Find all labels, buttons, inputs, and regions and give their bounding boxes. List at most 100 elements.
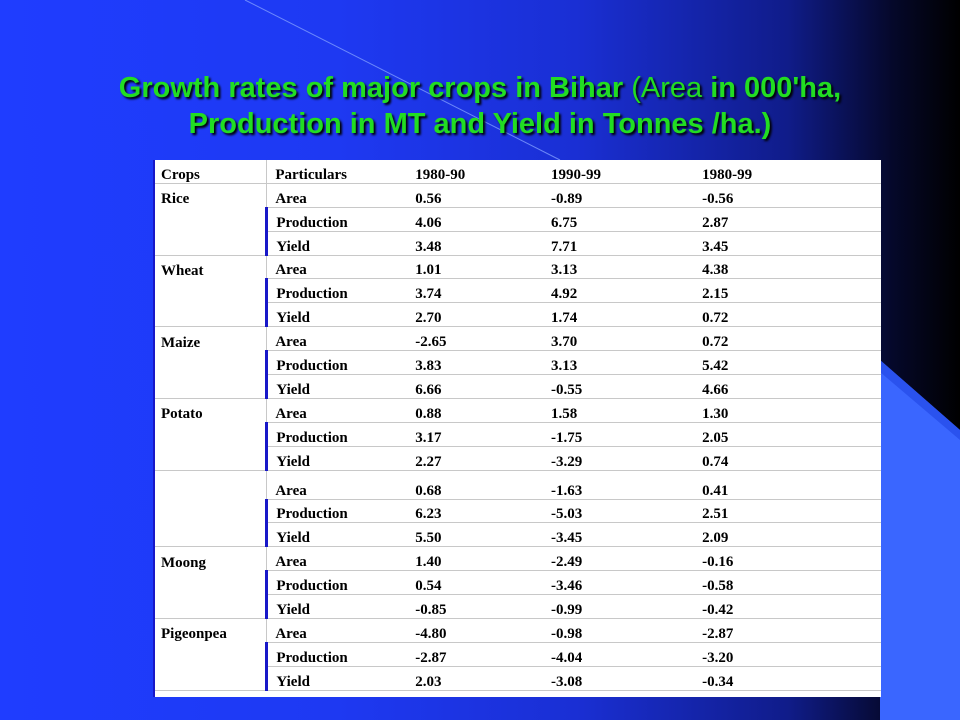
value-cell: 6.23 [407, 499, 544, 524]
title-part-3: in 000'ha, [702, 72, 842, 104]
value-cell: 5.42 [694, 350, 881, 376]
value-cell: -4.04 [543, 642, 695, 667]
crop-cell: Pigeonpea [161, 626, 227, 643]
value-cell: -0.34 [694, 666, 881, 691]
value-cell: 1.30 [694, 398, 881, 423]
value-cell: 4.92 [543, 278, 695, 304]
data-table: Crops Particulars 1980-90 1990-99 1980-9… [153, 160, 881, 691]
value-cell: -1.75 [543, 422, 695, 447]
particular-cell: Production [265, 499, 408, 524]
value-cell: 3.83 [407, 350, 544, 376]
table-row: Production 6.23 -5.03 2.51 [153, 499, 881, 524]
crop-cell: Moong [161, 554, 206, 571]
table-row: Yield 5.50 -3.45 2.09 [153, 522, 881, 548]
particular-cell: Yield [265, 522, 408, 548]
table-row: Production -2.87 -4.04 -3.20 [153, 642, 881, 667]
value-cell: -0.99 [543, 594, 695, 620]
value-cell: -3.20 [694, 642, 881, 667]
table-row: Pigeonpea Area -4.80 -0.98 -2.87 [153, 618, 881, 643]
crop-cell [153, 594, 267, 620]
title-part-1: Growth rates of major crops in Bihar [118, 72, 632, 104]
particular-cell: Area [266, 546, 408, 572]
crop-cell [153, 571, 267, 595]
crop-cell [153, 446, 267, 471]
particular-cell: Yield [265, 446, 408, 471]
table-left-border [153, 160, 155, 697]
particular-cell: Area [266, 326, 408, 352]
value-cell: 6.75 [543, 207, 695, 232]
value-cell: 0.72 [694, 326, 881, 352]
value-cell: 1.74 [543, 302, 695, 328]
value-cell: -2.87 [407, 642, 544, 667]
table-row: Yield 2.27 -3.29 0.74 [153, 446, 881, 471]
header-cell: 1980-99 [694, 160, 881, 184]
value-cell: -2.49 [543, 546, 695, 572]
crop-cell [153, 642, 267, 666]
table-row: Area 0.68 -1.63 0.41 [153, 470, 881, 500]
table-row: Yield -0.85 -0.99 -0.42 [153, 594, 881, 620]
value-cell: 3.74 [407, 278, 544, 304]
value-cell: 3.13 [543, 350, 695, 376]
crop-cell [153, 207, 267, 231]
value-cell: 4.06 [407, 207, 544, 232]
table-row: Yield 3.48 7.71 3.45 [153, 231, 881, 256]
value-cell: 3.17 [407, 422, 544, 447]
value-cell: 1.01 [407, 255, 544, 280]
header-cell: 1990-99 [543, 160, 695, 184]
value-cell: 0.41 [694, 470, 881, 500]
table-row: Potato Area 0.88 1.58 1.30 [153, 398, 881, 423]
crop-cell: Wheat [161, 262, 204, 279]
crop-cell [153, 231, 267, 256]
value-cell: 2.87 [694, 207, 881, 232]
value-cell: 2.27 [407, 446, 544, 471]
particular-cell: Production [265, 570, 408, 596]
value-cell: -0.56 [694, 183, 881, 208]
growth-rates-table: Crops Particulars 1980-90 1990-99 1980-9… [153, 160, 881, 697]
value-cell: -1.63 [543, 470, 695, 500]
value-cell: 2.05 [694, 422, 881, 447]
value-cell: -2.65 [407, 326, 544, 352]
value-cell: 3.48 [407, 231, 544, 256]
value-cell: 0.72 [694, 302, 881, 328]
table-row: Production 4.06 6.75 2.87 [153, 207, 881, 232]
value-cell: 3.70 [543, 326, 695, 352]
particular-cell: Yield [265, 231, 408, 256]
table-row: Yield 2.70 1.74 0.72 [153, 302, 881, 328]
value-cell: 0.68 [407, 470, 544, 500]
table-row: Production 3.74 4.92 2.15 [153, 278, 881, 304]
value-cell: 0.88 [407, 398, 544, 423]
table-row: Wheat Area 1.01 3.13 4.38 [153, 255, 881, 280]
value-cell: -2.87 [694, 618, 881, 643]
value-cell: 0.74 [694, 446, 881, 471]
slide-title: Growth rates of major crops in Bihar (Ar… [40, 70, 920, 142]
crop-cell: Maize [161, 334, 201, 351]
value-cell: 2.09 [694, 522, 881, 548]
header-row: Crops Particulars 1980-90 1990-99 1980-9… [153, 160, 881, 184]
particular-cell: Yield [265, 594, 408, 620]
particular-cell: Yield [265, 302, 408, 328]
particular-cell: Production [265, 350, 408, 376]
value-cell: 2.51 [694, 499, 881, 524]
crop-cell [153, 499, 267, 523]
particular-cell: Production [265, 642, 408, 667]
table-row: Rice Area 0.56 -0.89 -0.56 [153, 183, 881, 208]
table-row: Yield 6.66 -0.55 4.66 [153, 374, 881, 399]
value-cell: -0.58 [694, 570, 881, 596]
value-cell: 1.58 [543, 398, 695, 423]
crop-cell [153, 666, 267, 691]
particular-cell: Area [266, 470, 408, 500]
value-cell: -0.98 [543, 618, 695, 643]
crop-cell: Potato [161, 406, 203, 423]
particular-cell: Yield [265, 374, 408, 399]
crop-cell [153, 470, 267, 499]
header-cell: Crops [153, 160, 267, 184]
table-row: Production 3.83 3.13 5.42 [153, 350, 881, 376]
particular-cell: Area [266, 618, 408, 643]
value-cell: 6.66 [407, 374, 544, 399]
header-cell: Particulars [266, 160, 408, 184]
crop-cell [153, 279, 267, 303]
crop-cell [153, 302, 267, 328]
value-cell: 4.38 [694, 255, 881, 280]
